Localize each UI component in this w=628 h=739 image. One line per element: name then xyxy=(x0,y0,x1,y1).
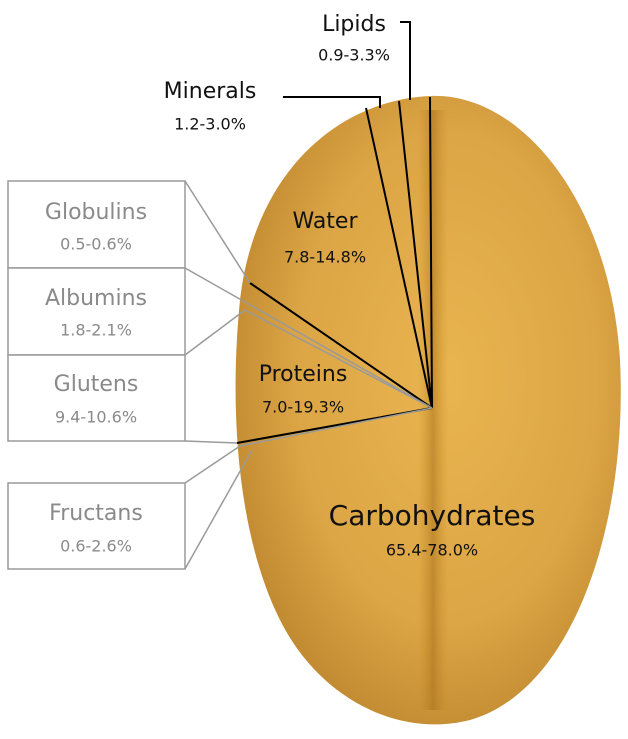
component-name: Lipids xyxy=(322,12,386,37)
fraction-range: 9.4-10.6% xyxy=(55,408,137,427)
component-name: Minerals xyxy=(164,79,257,104)
fraction-name: Albumins xyxy=(45,286,147,311)
component-name: Water xyxy=(292,209,358,234)
component-name: Proteins xyxy=(259,362,348,387)
component-range: 0.9-3.3% xyxy=(318,46,390,65)
component-range: 7.0-19.3% xyxy=(262,398,344,417)
fraction-range: 1.8-2.1% xyxy=(60,321,132,340)
component-range: 65.4-78.0% xyxy=(386,541,478,560)
fraction-range: 0.6-2.6% xyxy=(60,537,132,556)
fraction-boxes xyxy=(7,180,186,570)
component-name: Carbohydrates xyxy=(329,499,536,532)
fraction-range: 0.5-0.6% xyxy=(60,235,132,254)
fraction-name: Glutens xyxy=(54,372,139,397)
component-range: 1.2-3.0% xyxy=(174,115,246,134)
fraction-name: Globulins xyxy=(45,200,147,225)
fraction-name: Fructans xyxy=(49,501,143,526)
fraction-lines xyxy=(184,180,433,570)
component-range: 7.8-14.8% xyxy=(284,248,366,267)
